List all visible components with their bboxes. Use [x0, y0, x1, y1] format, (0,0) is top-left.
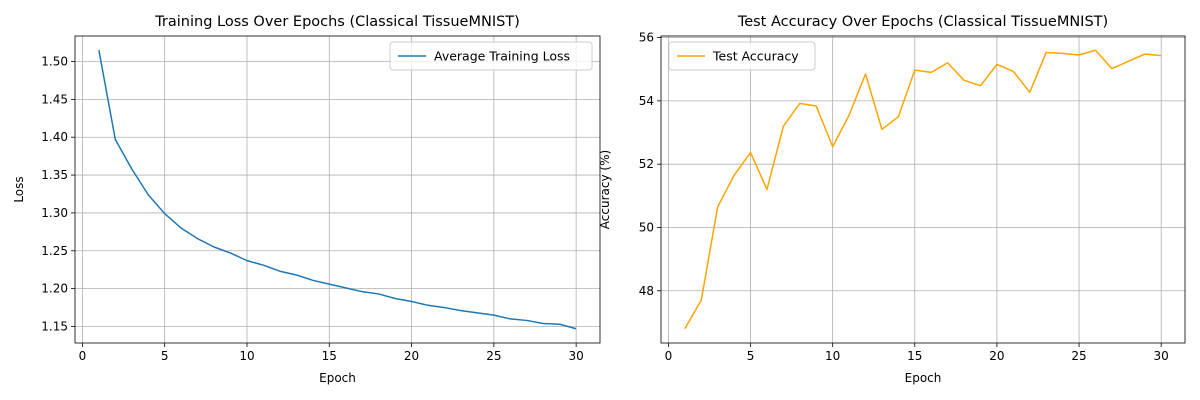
x-tick-label: 25 [1071, 349, 1086, 363]
x-tick-label: 0 [79, 349, 87, 363]
x-tick-label: 30 [568, 349, 583, 363]
y-axis-label: Accuracy (%) [598, 150, 612, 229]
plot-frame [74, 35, 601, 344]
legend: Test Accuracy [668, 41, 816, 71]
y-tick-label: 1.20 [41, 282, 68, 296]
legend-box [389, 41, 593, 71]
legend-label: Test Accuracy [712, 49, 799, 64]
legend-box [668, 41, 816, 71]
x-tick-label: 20 [404, 349, 419, 363]
x-tick-label: 5 [747, 349, 755, 363]
y-tick-label: 1.45 [41, 92, 68, 106]
plot-frame [660, 35, 1186, 344]
chart-panel-1: 0 5 10 15 20 25 30 1.15 1.20 1.25 1.30 1.35 1.40 1.45… [12, 14, 601, 385]
x-tick-label: 15 [907, 349, 922, 363]
y-tick-label: 1.15 [41, 319, 68, 333]
y-tick-label: 1.30 [41, 206, 68, 220]
y-tick-label: 1.50 [41, 55, 68, 69]
legend-label: Average Training Loss [434, 49, 570, 64]
series-line [684, 49, 1162, 330]
x-tick-label: 15 [322, 349, 337, 363]
y-tick-label: 50 [639, 220, 654, 234]
y-tick-label: 56 [639, 31, 654, 45]
chart-title: Test Accuracy Over Epochs (Classical Tis… [737, 14, 1108, 30]
x-axis-label: Epoch [319, 371, 356, 385]
chart-panel-2: 0 5 10 15 20 25 30 48 50 52 54 56 Test Accuracy Over… [598, 14, 1186, 385]
x-tick-label: 0 [665, 349, 673, 363]
y-tick-label: 1.40 [41, 130, 68, 144]
x-tick-label: 10 [825, 349, 840, 363]
y-tick-label: 1.35 [41, 168, 68, 182]
series-line [98, 50, 577, 330]
x-axis-label: Epoch [905, 371, 942, 385]
x-tick-label: 25 [486, 349, 501, 363]
legend: Average Training Loss [389, 41, 593, 71]
y-tick-label: 48 [639, 284, 654, 298]
x-tick-label: 10 [239, 349, 254, 363]
chart-title: Training Loss Over Epochs (Classical Tis… [154, 14, 520, 30]
y-tick-label: 52 [639, 157, 654, 171]
y-tick-label: 1.25 [41, 244, 68, 258]
x-tick-label: 20 [989, 349, 1004, 363]
y-tick-label: 54 [639, 94, 654, 108]
x-tick-label: 5 [161, 349, 169, 363]
y-axis-label: Loss [12, 176, 26, 202]
x-tick-label: 30 [1154, 349, 1169, 363]
